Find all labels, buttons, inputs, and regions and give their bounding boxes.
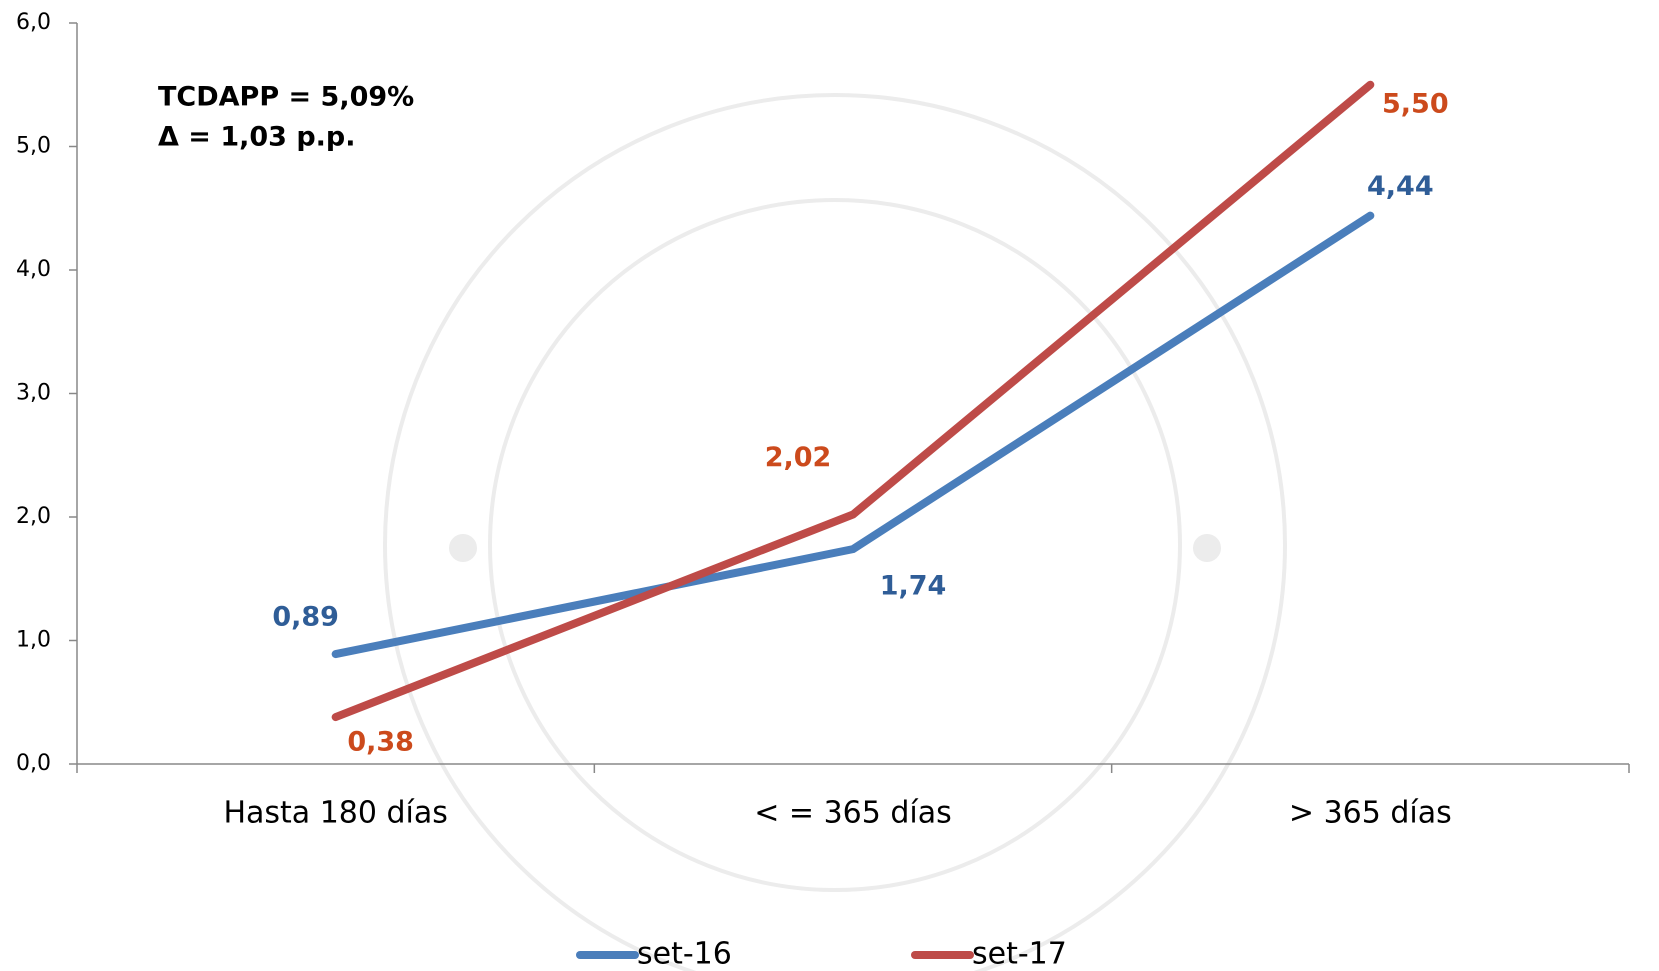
legend-label: set-16: [637, 937, 732, 971]
y-tick-label: 2,0: [16, 504, 51, 529]
annotation: TCDAPP = 5,09%: [158, 82, 414, 113]
x-tick-label: Hasta 180 días: [223, 796, 447, 831]
y-tick-label: 0,0: [16, 751, 51, 776]
y-tick-label: 1,0: [16, 628, 51, 653]
x-tick-label: > 365 días: [1289, 796, 1452, 831]
x-tick-label: < = 365 días: [754, 796, 952, 831]
data-label: 1,74: [880, 571, 947, 602]
data-label: 0,89: [272, 602, 339, 633]
y-tick-label: 4,0: [16, 257, 51, 282]
chart: TCDAPP = 5,09% Δ = 1,03 p.p. 0,0 1,0 2,0 3,…: [0, 0, 1659, 971]
annotation: Δ = 1,03 p.p.: [158, 122, 356, 153]
legend-label: set-17: [972, 937, 1067, 971]
data-label: 4,44: [1367, 171, 1434, 202]
y-tick-label: 6,0: [16, 10, 51, 35]
data-label: 2,02: [765, 442, 832, 473]
watermark: [385, 95, 1285, 971]
data-label: 0,38: [347, 727, 414, 758]
y-tick-label: 5,0: [16, 134, 51, 159]
y-tick-label: 3,0: [16, 381, 51, 406]
data-label: 5,50: [1382, 88, 1449, 119]
